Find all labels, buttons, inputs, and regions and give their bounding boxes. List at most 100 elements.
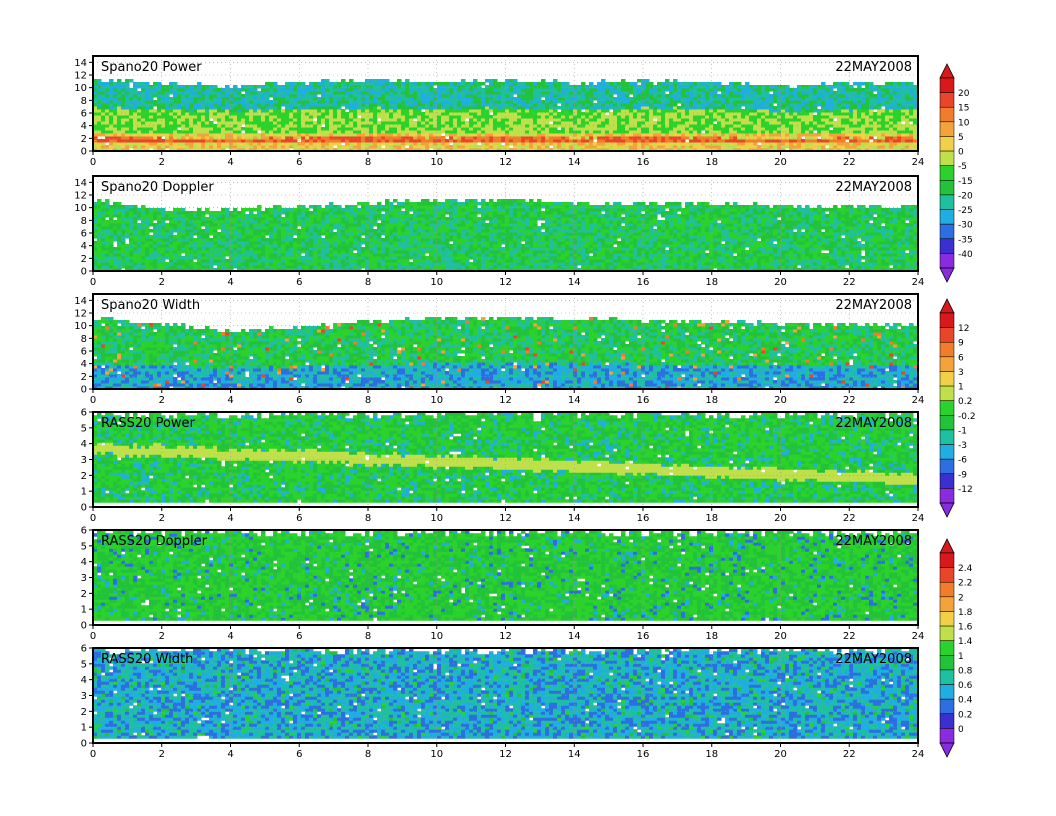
x-tick-label: 14: [568, 157, 581, 168]
colorbar-bottom-arrow: [939, 742, 955, 758]
y-tick-label: 6: [81, 109, 87, 120]
colorbar-label: -6: [958, 456, 967, 466]
x-tick-label: 0: [90, 513, 96, 524]
y-tick-label: 14: [74, 58, 87, 69]
colorbar-top-arrow: [939, 63, 955, 79]
y-tick-label: 10: [74, 83, 87, 94]
colorbar-swatch: [939, 136, 955, 152]
colorbar-swatch: [939, 581, 955, 598]
x-tick-label: 4: [227, 157, 233, 168]
y-tick-label: 2: [81, 471, 87, 482]
colorbar-label: 10: [958, 118, 970, 128]
x-tick-label: 22: [843, 513, 856, 524]
x-tick-label: 12: [499, 157, 512, 168]
colorbar-label: 0.4: [958, 696, 973, 706]
colorbar-swatch: [939, 106, 955, 123]
x-tick-label: 16: [637, 749, 650, 760]
x-tick-label: 0: [90, 749, 96, 760]
x-tick-label: 24: [912, 395, 925, 406]
x-tick-label: 12: [499, 749, 512, 760]
x-tick-label: 6: [296, 749, 302, 760]
x-tick-label: 2: [159, 749, 165, 760]
panel-date: 22MAY2008: [835, 180, 912, 195]
x-tick-label: 24: [912, 513, 925, 524]
colorbar-swatch: [939, 223, 955, 240]
x-tick-label: 10: [430, 157, 443, 168]
x-tick-label: 20: [774, 749, 787, 760]
colorbar-swatch: [939, 121, 955, 137]
x-tick-label: 18: [705, 631, 718, 642]
panel-title: RASS20 Width: [101, 652, 193, 667]
colorbar-swatch: [939, 684, 955, 700]
x-tick-label: 24: [912, 749, 925, 760]
x-tick-label: 24: [912, 277, 925, 288]
x-tick-label: 16: [637, 157, 650, 168]
colorbar-label: 1: [958, 383, 964, 393]
y-tick-label: 4: [81, 439, 87, 450]
colorbar-swatch: [939, 429, 955, 445]
panel-title: Spano20 Width: [101, 298, 200, 313]
y-tick-label: 5: [81, 659, 87, 670]
colorbar-label: 1.4: [958, 637, 973, 647]
y-tick-label: 8: [81, 96, 87, 107]
y-tick-label: 2: [81, 254, 87, 265]
colorbar-label: 1.8: [958, 608, 973, 618]
x-tick-label: 4: [227, 395, 233, 406]
colorbar-swatch: [939, 655, 955, 671]
y-tick-label: 6: [81, 408, 87, 419]
colorbar-label: 5: [958, 133, 964, 143]
colorbar-swatch: [939, 209, 955, 225]
y-tick-label: 4: [81, 121, 87, 132]
colorbar-swatch: [939, 327, 955, 343]
x-tick-label: 10: [430, 277, 443, 288]
x-tick-label: 10: [430, 749, 443, 760]
colorbar-label: 6: [958, 353, 964, 363]
x-tick-label: 6: [296, 277, 302, 288]
colorbar-label: -15: [958, 177, 973, 187]
y-tick-label: 12: [74, 71, 87, 82]
y-tick-label: 0: [81, 147, 87, 158]
y-tick-label: 4: [81, 359, 87, 370]
x-tick-label: 18: [705, 157, 718, 168]
colorbar-swatch: [939, 640, 955, 656]
panel-2-heatmap: [93, 294, 918, 389]
y-tick-label: 3: [81, 573, 87, 584]
x-tick-label: 0: [90, 395, 96, 406]
colorbar-label: 2.4: [958, 564, 973, 574]
x-tick-label: 24: [912, 631, 925, 642]
x-tick-label: 4: [227, 513, 233, 524]
x-tick-label: 12: [499, 513, 512, 524]
x-tick-label: 20: [774, 277, 787, 288]
colorbar-label: 0.8: [958, 666, 973, 676]
y-tick-label: 4: [81, 241, 87, 252]
colorbar-bottom-arrow: [939, 267, 955, 283]
x-tick-label: 0: [90, 631, 96, 642]
x-tick-label: 6: [296, 631, 302, 642]
colorbar-label: -20: [958, 191, 973, 201]
x-tick-label: 4: [227, 749, 233, 760]
colorbar-label: -1: [958, 426, 967, 436]
colorbar-label: -35: [958, 235, 973, 245]
y-tick-label: 3: [81, 691, 87, 702]
x-tick-label: 4: [227, 631, 233, 642]
colorbar-label: 0.2: [958, 397, 972, 407]
x-tick-label: 4: [227, 277, 233, 288]
colorbar-swatch: [939, 444, 955, 460]
colorbar-top-arrow: [939, 538, 955, 554]
x-tick-label: 8: [365, 157, 371, 168]
y-tick-label: 6: [81, 526, 87, 537]
colorbar-label: 20: [958, 89, 970, 99]
x-tick-label: 16: [637, 395, 650, 406]
panel-date: 22MAY2008: [835, 298, 912, 313]
colorbar-swatch: [939, 165, 955, 181]
y-tick-label: 12: [74, 309, 87, 320]
y-tick-label: 1: [81, 723, 87, 734]
x-tick-label: 2: [159, 513, 165, 524]
panel-date: 22MAY2008: [835, 416, 912, 431]
x-tick-label: 20: [774, 157, 787, 168]
colorbar-label: 0.2: [958, 710, 972, 720]
